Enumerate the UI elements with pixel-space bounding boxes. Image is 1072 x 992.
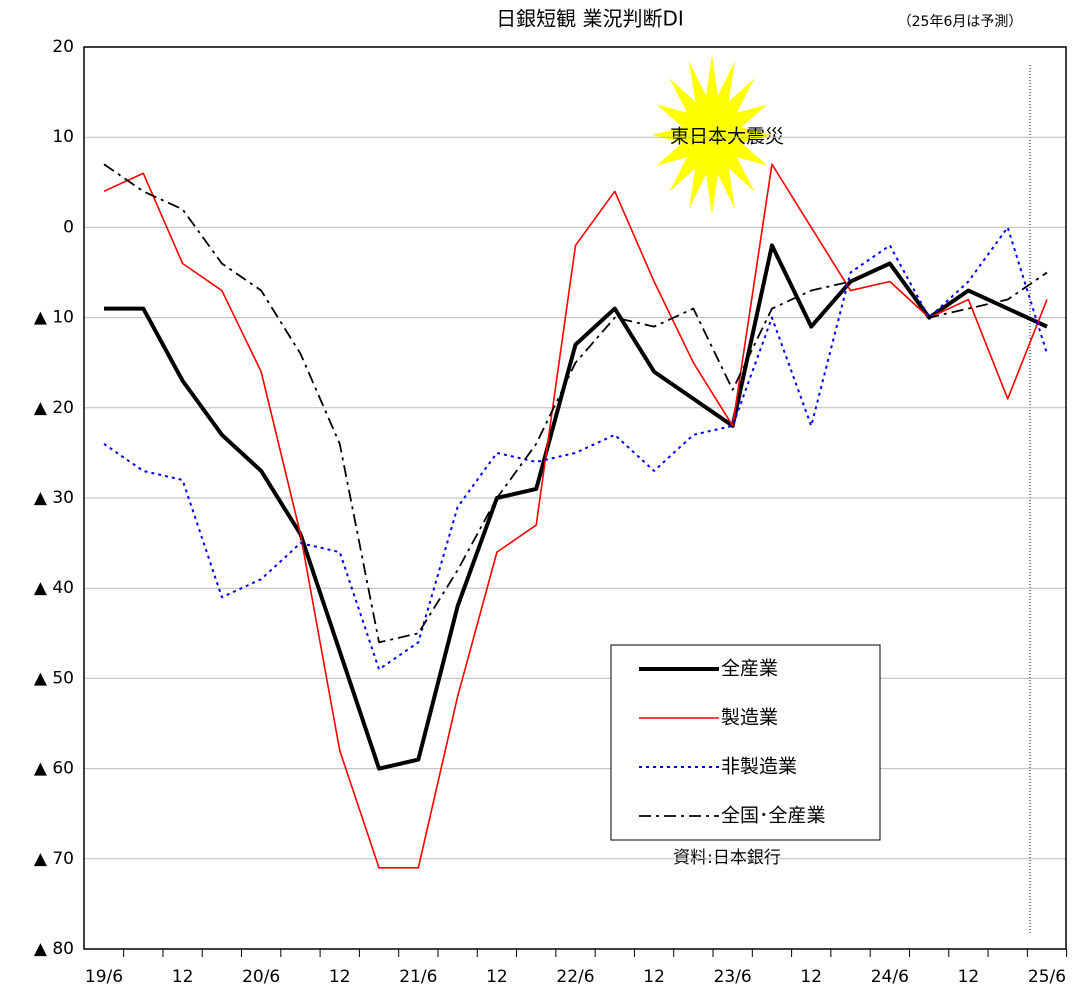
series-line [104, 227, 1047, 669]
series-line [104, 245, 1047, 768]
y-tick-label: ▲ 50 [34, 668, 74, 688]
y-tick-label: ▲ 80 [34, 939, 74, 959]
chart: 日銀短観 業況判断DI （25年6月は予測） 東日本大震災 資料:日本銀行 20… [0, 0, 1072, 992]
y-tick-label: 10 [52, 127, 74, 147]
legend-label: 製造業 [721, 707, 778, 729]
x-tick-label: 12 [486, 967, 508, 987]
x-tick-label: 23/6 [714, 967, 752, 987]
x-tick-label: 21/6 [399, 967, 437, 987]
chart-title: 日銀短観 業況判断DI [496, 7, 684, 31]
series-line [104, 164, 1047, 868]
series-line [104, 164, 1047, 642]
legend-label: 非製造業 [721, 756, 797, 778]
y-tick-label: 0 [63, 217, 74, 237]
y-tick-label: ▲ 60 [34, 759, 74, 779]
x-tick-label: 25/6 [1028, 967, 1066, 987]
x-tick-label: 12 [172, 967, 194, 987]
y-tick-label: ▲ 30 [34, 488, 74, 508]
legend-label: 全産業 [721, 658, 778, 680]
y-tick-label: ▲ 40 [34, 578, 74, 598]
x-tick-label: 12 [800, 967, 822, 987]
chart-subtitle: （25年6月は予測） [898, 14, 1023, 30]
source-note: 資料:日本銀行 [673, 848, 781, 868]
y-tick-label: ▲ 20 [34, 398, 74, 418]
annotation: 東日本大震災 [670, 126, 784, 148]
y-tick-label: 20 [52, 37, 74, 57]
x-tick-label: 20/6 [242, 967, 280, 987]
y-tick-label: ▲ 70 [34, 849, 74, 869]
x-tick-label: 24/6 [871, 967, 909, 987]
x-tick-label: 12 [643, 967, 665, 987]
y-tick-label: ▲ 10 [34, 308, 74, 328]
x-tick-label: 22/6 [556, 967, 594, 987]
x-tick-label: 19/6 [85, 967, 123, 987]
legend-label: 全国･全産業 [721, 805, 826, 827]
x-tick-label: 12 [958, 967, 980, 987]
x-tick-label: 12 [329, 967, 351, 987]
